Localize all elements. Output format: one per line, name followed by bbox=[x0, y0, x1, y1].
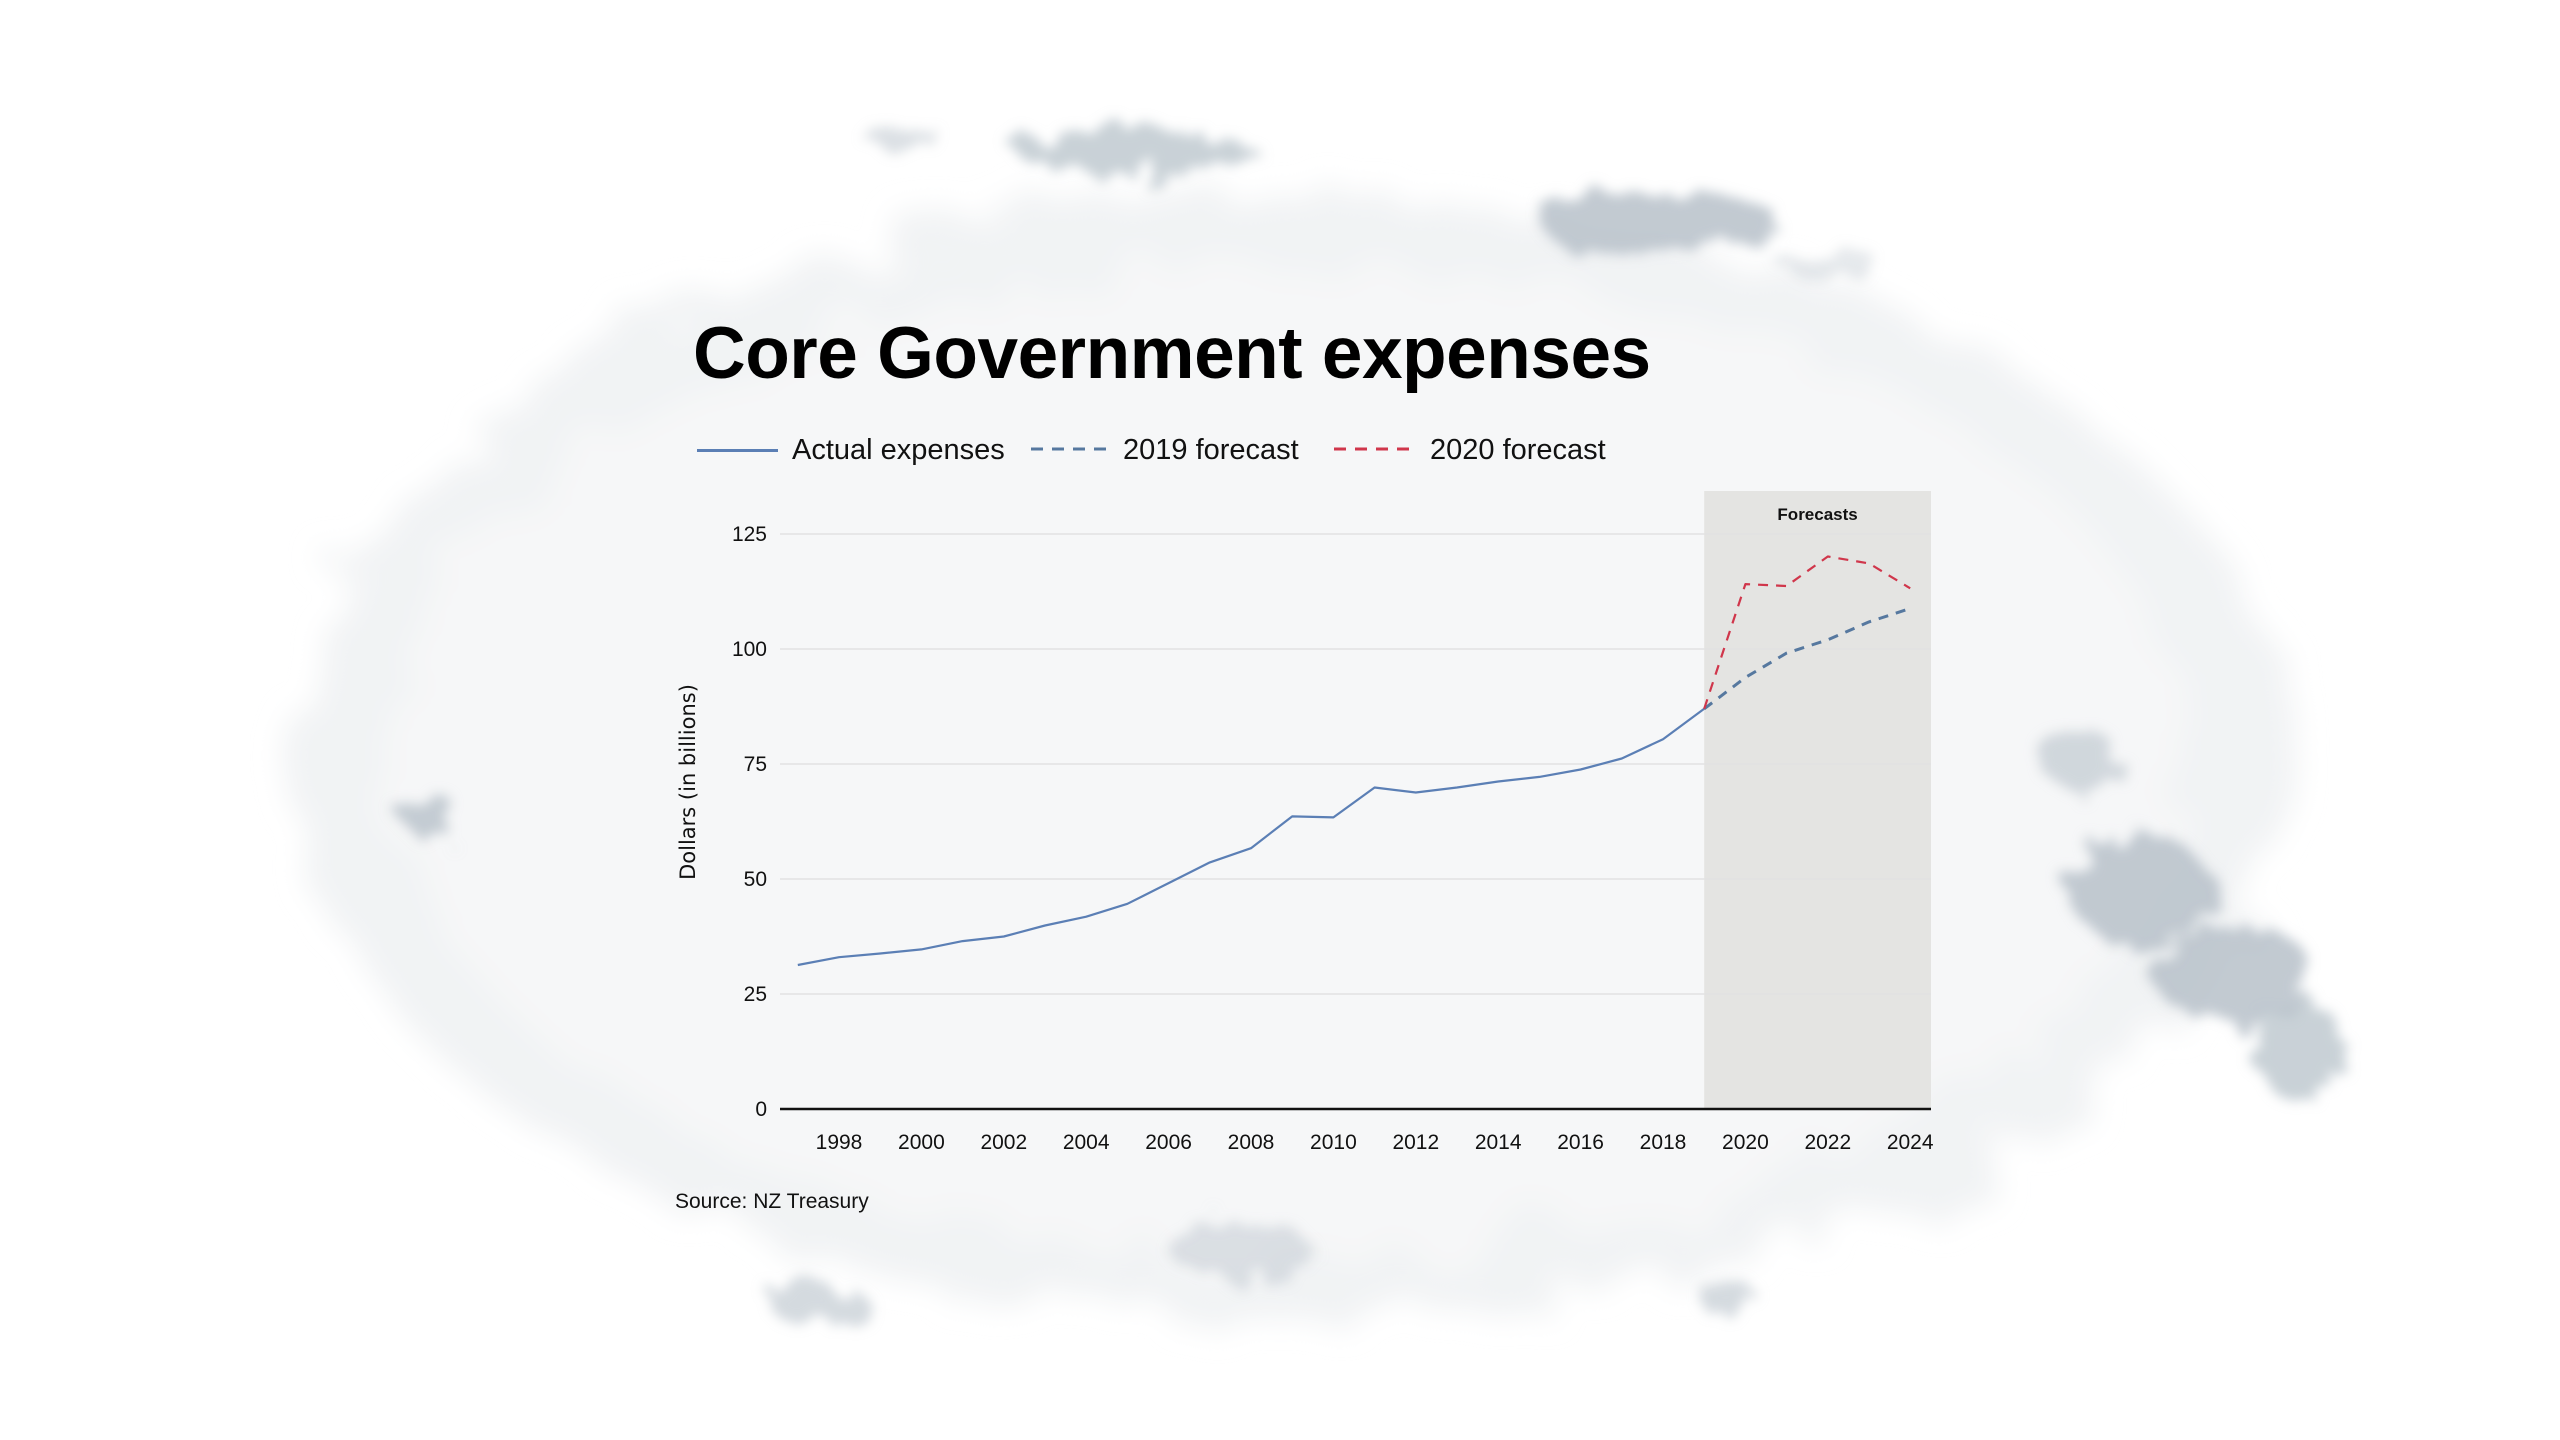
gridlines bbox=[780, 533, 1931, 995]
x-tick-label: 2014 bbox=[1475, 1131, 1522, 1154]
x-tick-label: 2006 bbox=[1145, 1131, 1192, 1154]
legend-label: 2020 forecast bbox=[1430, 434, 1606, 466]
legend-swatch-dashed bbox=[1334, 447, 1410, 451]
legend-swatch-solid bbox=[697, 449, 778, 452]
x-tick-label: 2016 bbox=[1557, 1131, 1604, 1154]
forecast-region-group: Forecasts bbox=[1704, 491, 1931, 1109]
x-tick-label: 2010 bbox=[1310, 1131, 1357, 1154]
x-tick-label: 2012 bbox=[1392, 1131, 1439, 1154]
x-tick-label: 1998 bbox=[816, 1131, 863, 1154]
x-tick-label: 2004 bbox=[1063, 1131, 1110, 1154]
x-tick-label: 2008 bbox=[1228, 1131, 1275, 1154]
source-note: Source: NZ Treasury bbox=[675, 1190, 869, 1213]
forecast-region-label: Forecasts bbox=[1777, 505, 1857, 524]
y-tick-label: 100 bbox=[732, 638, 767, 661]
y-tick-label: 25 bbox=[744, 983, 767, 1006]
x-tick-label: 2024 bbox=[1887, 1131, 1934, 1154]
forecast-region bbox=[1704, 491, 1931, 1109]
y-tick-label: 50 bbox=[744, 868, 767, 891]
legend-swatch-dashed bbox=[1031, 447, 1107, 451]
tick-labels: 0 25 50 75 100 125 1998 2000 2002 2004 2006 2008 201… bbox=[676, 523, 1934, 1154]
y-tick-label: 75 bbox=[744, 753, 767, 776]
series-group bbox=[797, 555, 1911, 967]
x-tick-label: 2018 bbox=[1640, 1131, 1687, 1154]
chart-title: Core Government expenses bbox=[693, 313, 1651, 394]
x-tick-label: 2022 bbox=[1804, 1131, 1851, 1154]
legend-label: 2019 forecast bbox=[1123, 434, 1299, 466]
series-line-2019-forecast bbox=[1703, 607, 1911, 710]
series-line-2020-forecast bbox=[1703, 555, 1911, 710]
x-tick-label: 2020 bbox=[1722, 1131, 1769, 1154]
y-tick-label: 0 bbox=[755, 1098, 767, 1121]
x-tick-label: 2002 bbox=[980, 1131, 1027, 1154]
legend-label: Actual expenses bbox=[792, 434, 1005, 466]
y-tick-label: 125 bbox=[732, 523, 767, 546]
x-tick-label: 2000 bbox=[898, 1131, 945, 1154]
series-line-actual-expenses bbox=[797, 707, 1705, 967]
y-axis-title: Dollars (in billions) bbox=[676, 684, 700, 880]
